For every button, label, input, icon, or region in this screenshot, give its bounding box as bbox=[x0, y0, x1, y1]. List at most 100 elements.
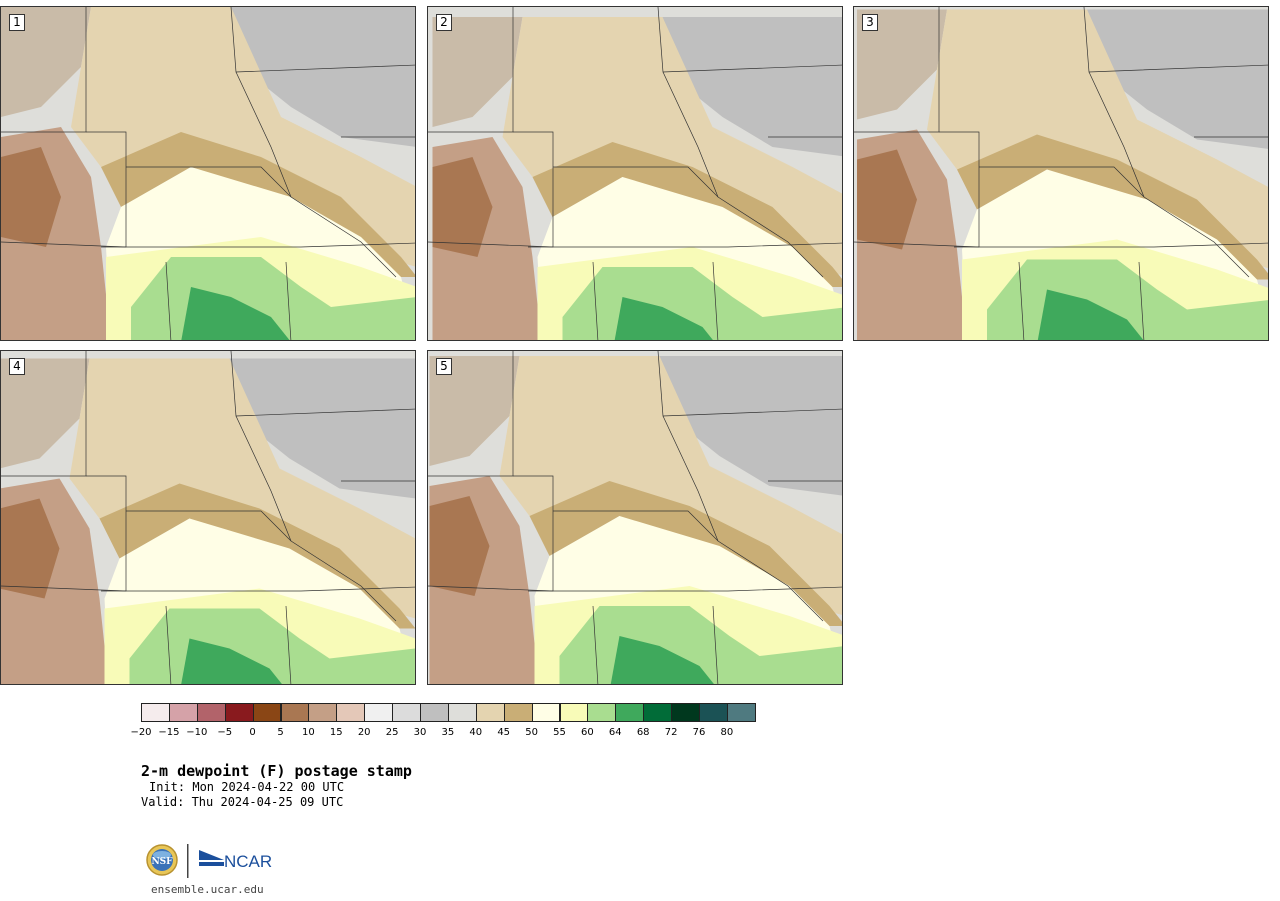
state-borders bbox=[1, 351, 415, 684]
colorbar-tick-label: 15 bbox=[329, 727, 343, 738]
nsf-label: NSF bbox=[151, 857, 173, 867]
colorbar-swatch bbox=[587, 703, 617, 722]
north-dry-region bbox=[231, 7, 415, 147]
colorbar-swatch bbox=[308, 703, 338, 722]
state-border bbox=[1, 131, 127, 248]
state-border bbox=[854, 131, 980, 248]
state-border bbox=[528, 586, 842, 592]
state-border bbox=[101, 242, 415, 248]
colorbar-tick-label: 68 bbox=[636, 727, 650, 738]
state-border bbox=[428, 475, 554, 592]
state-border bbox=[712, 605, 719, 684]
colorbar-swatch bbox=[559, 703, 589, 722]
panel-number: 1 bbox=[9, 14, 25, 31]
north-dry-region bbox=[229, 358, 415, 499]
rocky-dry-core bbox=[857, 149, 917, 250]
state-border bbox=[235, 71, 292, 198]
panel-number: 2 bbox=[436, 14, 452, 31]
colorbar-swatch bbox=[224, 703, 254, 722]
nsf-ncar-logo: NSF NCAR bbox=[146, 844, 272, 878]
state-border bbox=[528, 242, 842, 248]
panel-member-2[interactable]: 2 bbox=[427, 6, 843, 341]
state-border bbox=[1018, 261, 1025, 340]
field-layer bbox=[428, 7, 842, 340]
west-dry-region bbox=[857, 9, 947, 120]
valid-time: Valid: Thu 2024-04-25 09 UTC bbox=[141, 795, 344, 809]
state-borders bbox=[428, 7, 842, 340]
panel-member-5[interactable]: 5 bbox=[427, 350, 843, 685]
colorbar-swatch bbox=[420, 703, 449, 722]
colorbar-tick-label: 80 bbox=[720, 727, 734, 738]
colorbar-tick-label: 35 bbox=[441, 727, 455, 738]
state-border bbox=[285, 605, 292, 684]
dewpoint-map bbox=[428, 351, 842, 684]
state-border bbox=[165, 261, 172, 340]
colorbar-tick-label: −5 bbox=[217, 727, 233, 738]
colorbar-swatch bbox=[336, 703, 366, 722]
state-borders bbox=[854, 7, 1268, 340]
dewpoint-map bbox=[854, 7, 1268, 340]
west-dry-region bbox=[1, 7, 91, 117]
ncar-label: NCAR bbox=[224, 852, 272, 871]
state-border bbox=[954, 242, 1268, 248]
colorbar-tick-label: −15 bbox=[158, 727, 180, 738]
colorbar-tick-label: 0 bbox=[249, 727, 256, 738]
panel-member-4[interactable]: 4 bbox=[0, 350, 416, 685]
panel-member-1[interactable]: 1 bbox=[0, 6, 416, 341]
west-dry-region bbox=[432, 17, 523, 127]
colorbar-tick-label: −20 bbox=[130, 727, 152, 738]
humid-core bbox=[181, 287, 290, 340]
colorbar-tick-label: 50 bbox=[525, 727, 538, 738]
state-border bbox=[1, 475, 127, 592]
rocky-dry-core bbox=[429, 496, 490, 596]
colorbar-tick-label: 20 bbox=[357, 727, 371, 738]
state-border bbox=[662, 71, 719, 198]
north-dry-region bbox=[1087, 9, 1268, 149]
state-border bbox=[165, 605, 172, 684]
north-dry-region bbox=[659, 356, 842, 496]
humid-core bbox=[610, 636, 714, 684]
field-layer bbox=[428, 351, 842, 684]
panel-number: 4 bbox=[9, 358, 25, 375]
west-dry-region bbox=[1, 358, 90, 469]
state-border bbox=[285, 261, 292, 340]
state-border bbox=[592, 605, 599, 684]
colorbar-swatch bbox=[364, 703, 394, 722]
colorbar-swatch bbox=[671, 703, 700, 722]
colorbar-swatch bbox=[141, 703, 170, 722]
panel-number: 5 bbox=[436, 358, 452, 375]
colorbar-swatch bbox=[280, 703, 310, 722]
colorbar-tick-label: 10 bbox=[302, 727, 315, 738]
colorbar-swatch bbox=[531, 703, 561, 722]
humid-core bbox=[614, 297, 713, 340]
colorbar-tick-label: 40 bbox=[469, 727, 483, 738]
colorbar-tick-label: −10 bbox=[186, 727, 208, 738]
colorbar-swatch bbox=[475, 703, 505, 722]
colorbar-swatch bbox=[503, 703, 533, 722]
colorbar-tick-label: 25 bbox=[385, 727, 399, 738]
state-border bbox=[1138, 261, 1145, 340]
colorbar-swatch bbox=[615, 703, 645, 722]
state-border bbox=[428, 131, 554, 248]
state-border bbox=[592, 261, 599, 340]
panel-number: 3 bbox=[862, 14, 878, 31]
humid-core bbox=[181, 638, 282, 684]
west-dry-region bbox=[429, 356, 520, 466]
colorbar-swatch bbox=[196, 703, 226, 722]
colorbar-swatch bbox=[252, 703, 282, 722]
humid-core bbox=[1037, 289, 1144, 340]
colorbar-tick-label: 30 bbox=[413, 727, 427, 738]
rocky-dry-core bbox=[432, 157, 493, 257]
site-url[interactable]: ensemble.ucar.edu bbox=[151, 883, 264, 896]
colorbar-tick-label: 45 bbox=[497, 727, 511, 738]
init-time: Init: Mon 2024-04-22 00 UTC bbox=[149, 780, 345, 794]
colorbar-swatch bbox=[447, 703, 477, 722]
colorbar-tick-label: 72 bbox=[664, 727, 678, 738]
colorbar-tick-label: 64 bbox=[608, 727, 622, 738]
panel-member-3[interactable]: 3 bbox=[853, 6, 1269, 341]
colorbar-tick-label: 55 bbox=[553, 727, 566, 738]
colorbar-swatch bbox=[168, 703, 198, 722]
state-border bbox=[662, 415, 719, 542]
dewpoint-map bbox=[1, 351, 415, 684]
rocky-dry-core bbox=[1, 498, 60, 599]
